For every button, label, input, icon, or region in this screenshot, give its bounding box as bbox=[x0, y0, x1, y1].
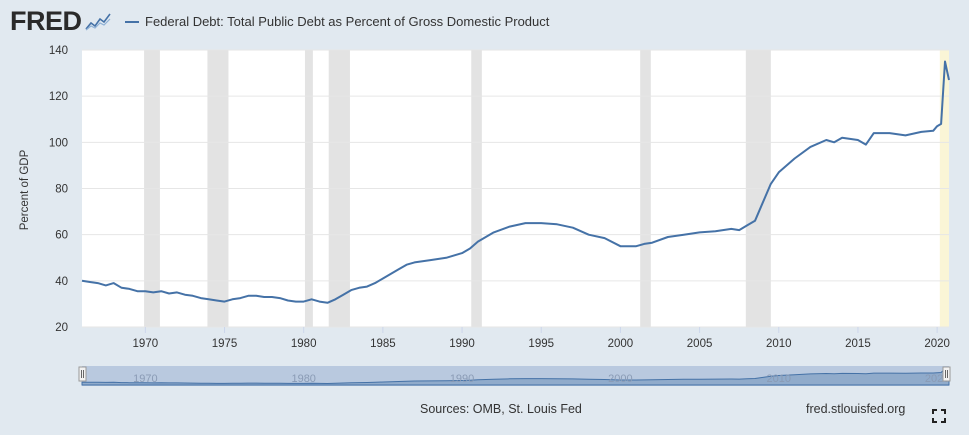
x-tick-label: 1995 bbox=[528, 338, 554, 350]
gridlines bbox=[82, 49, 949, 328]
y-tick-label: 40 bbox=[55, 276, 68, 288]
navigator-tick-label: 2010 bbox=[767, 373, 791, 385]
navigator-ticks: 1970 1980 1990 2000 2010 2020 bbox=[133, 373, 949, 385]
x-tick-label: 1970 bbox=[133, 338, 159, 350]
y-tick-label: 120 bbox=[49, 91, 68, 103]
legend-label: Federal Debt: Total Public Debt as Perce… bbox=[145, 14, 550, 29]
y-tick-label: 140 bbox=[49, 45, 68, 57]
fred-chart-logo-icon bbox=[84, 11, 111, 31]
navigator-tick-label: 1990 bbox=[450, 373, 474, 385]
series-line[interactable] bbox=[81, 60, 950, 304]
y-tick-label: 100 bbox=[49, 137, 68, 149]
fred-site-link[interactable]: fred.stlouisfed.org bbox=[806, 402, 906, 416]
fred-logo[interactable]: FRED bbox=[10, 5, 82, 36]
fullscreen-icon[interactable] bbox=[932, 409, 946, 423]
x-tick-label: 2005 bbox=[687, 338, 713, 350]
navigator-series-area bbox=[81, 368, 950, 386]
fred-header: FRED bbox=[10, 6, 111, 36]
navigator-tick-label: 1970 bbox=[133, 373, 157, 385]
y-tick-label: 80 bbox=[55, 184, 68, 196]
navigator-selection[interactable] bbox=[82, 366, 949, 386]
y-axis-label: Percent of GDP bbox=[19, 149, 31, 230]
x-tick-label: 2020 bbox=[924, 338, 950, 350]
legend-swatch bbox=[125, 20, 139, 23]
navigator[interactable]: 1970 1980 1990 2000 2010 2020 bbox=[78, 366, 951, 386]
navigator-tick-label: 2000 bbox=[608, 373, 632, 385]
y-tick-label: 20 bbox=[55, 322, 68, 334]
x-tick-label: 2015 bbox=[845, 338, 871, 350]
x-tick-label: 1975 bbox=[212, 338, 238, 350]
x-tick-label: 2010 bbox=[766, 338, 792, 350]
x-tick-label: 2000 bbox=[608, 338, 634, 350]
x-tick-label: 1985 bbox=[370, 338, 396, 350]
navigator-tick-label: 1980 bbox=[291, 373, 315, 385]
sources-text: Sources: OMB, St. Louis Fed bbox=[420, 402, 582, 416]
x-tick-label: 1980 bbox=[291, 338, 317, 350]
navigator-left-handle[interactable] bbox=[78, 366, 87, 382]
navigator-right-handle[interactable] bbox=[942, 366, 951, 382]
series-layer bbox=[81, 60, 950, 304]
y-axis: 20 40 60 80 100 120 140 bbox=[49, 45, 68, 334]
x-tick-label: 1990 bbox=[449, 338, 475, 350]
y-tick-label: 60 bbox=[55, 230, 68, 242]
chart-legend[interactable]: Federal Debt: Total Public Debt as Perce… bbox=[125, 14, 549, 29]
x-axis: 1970 1975 1980 1985 1990 1995 2000 2005 2010 2015… bbox=[133, 327, 950, 350]
